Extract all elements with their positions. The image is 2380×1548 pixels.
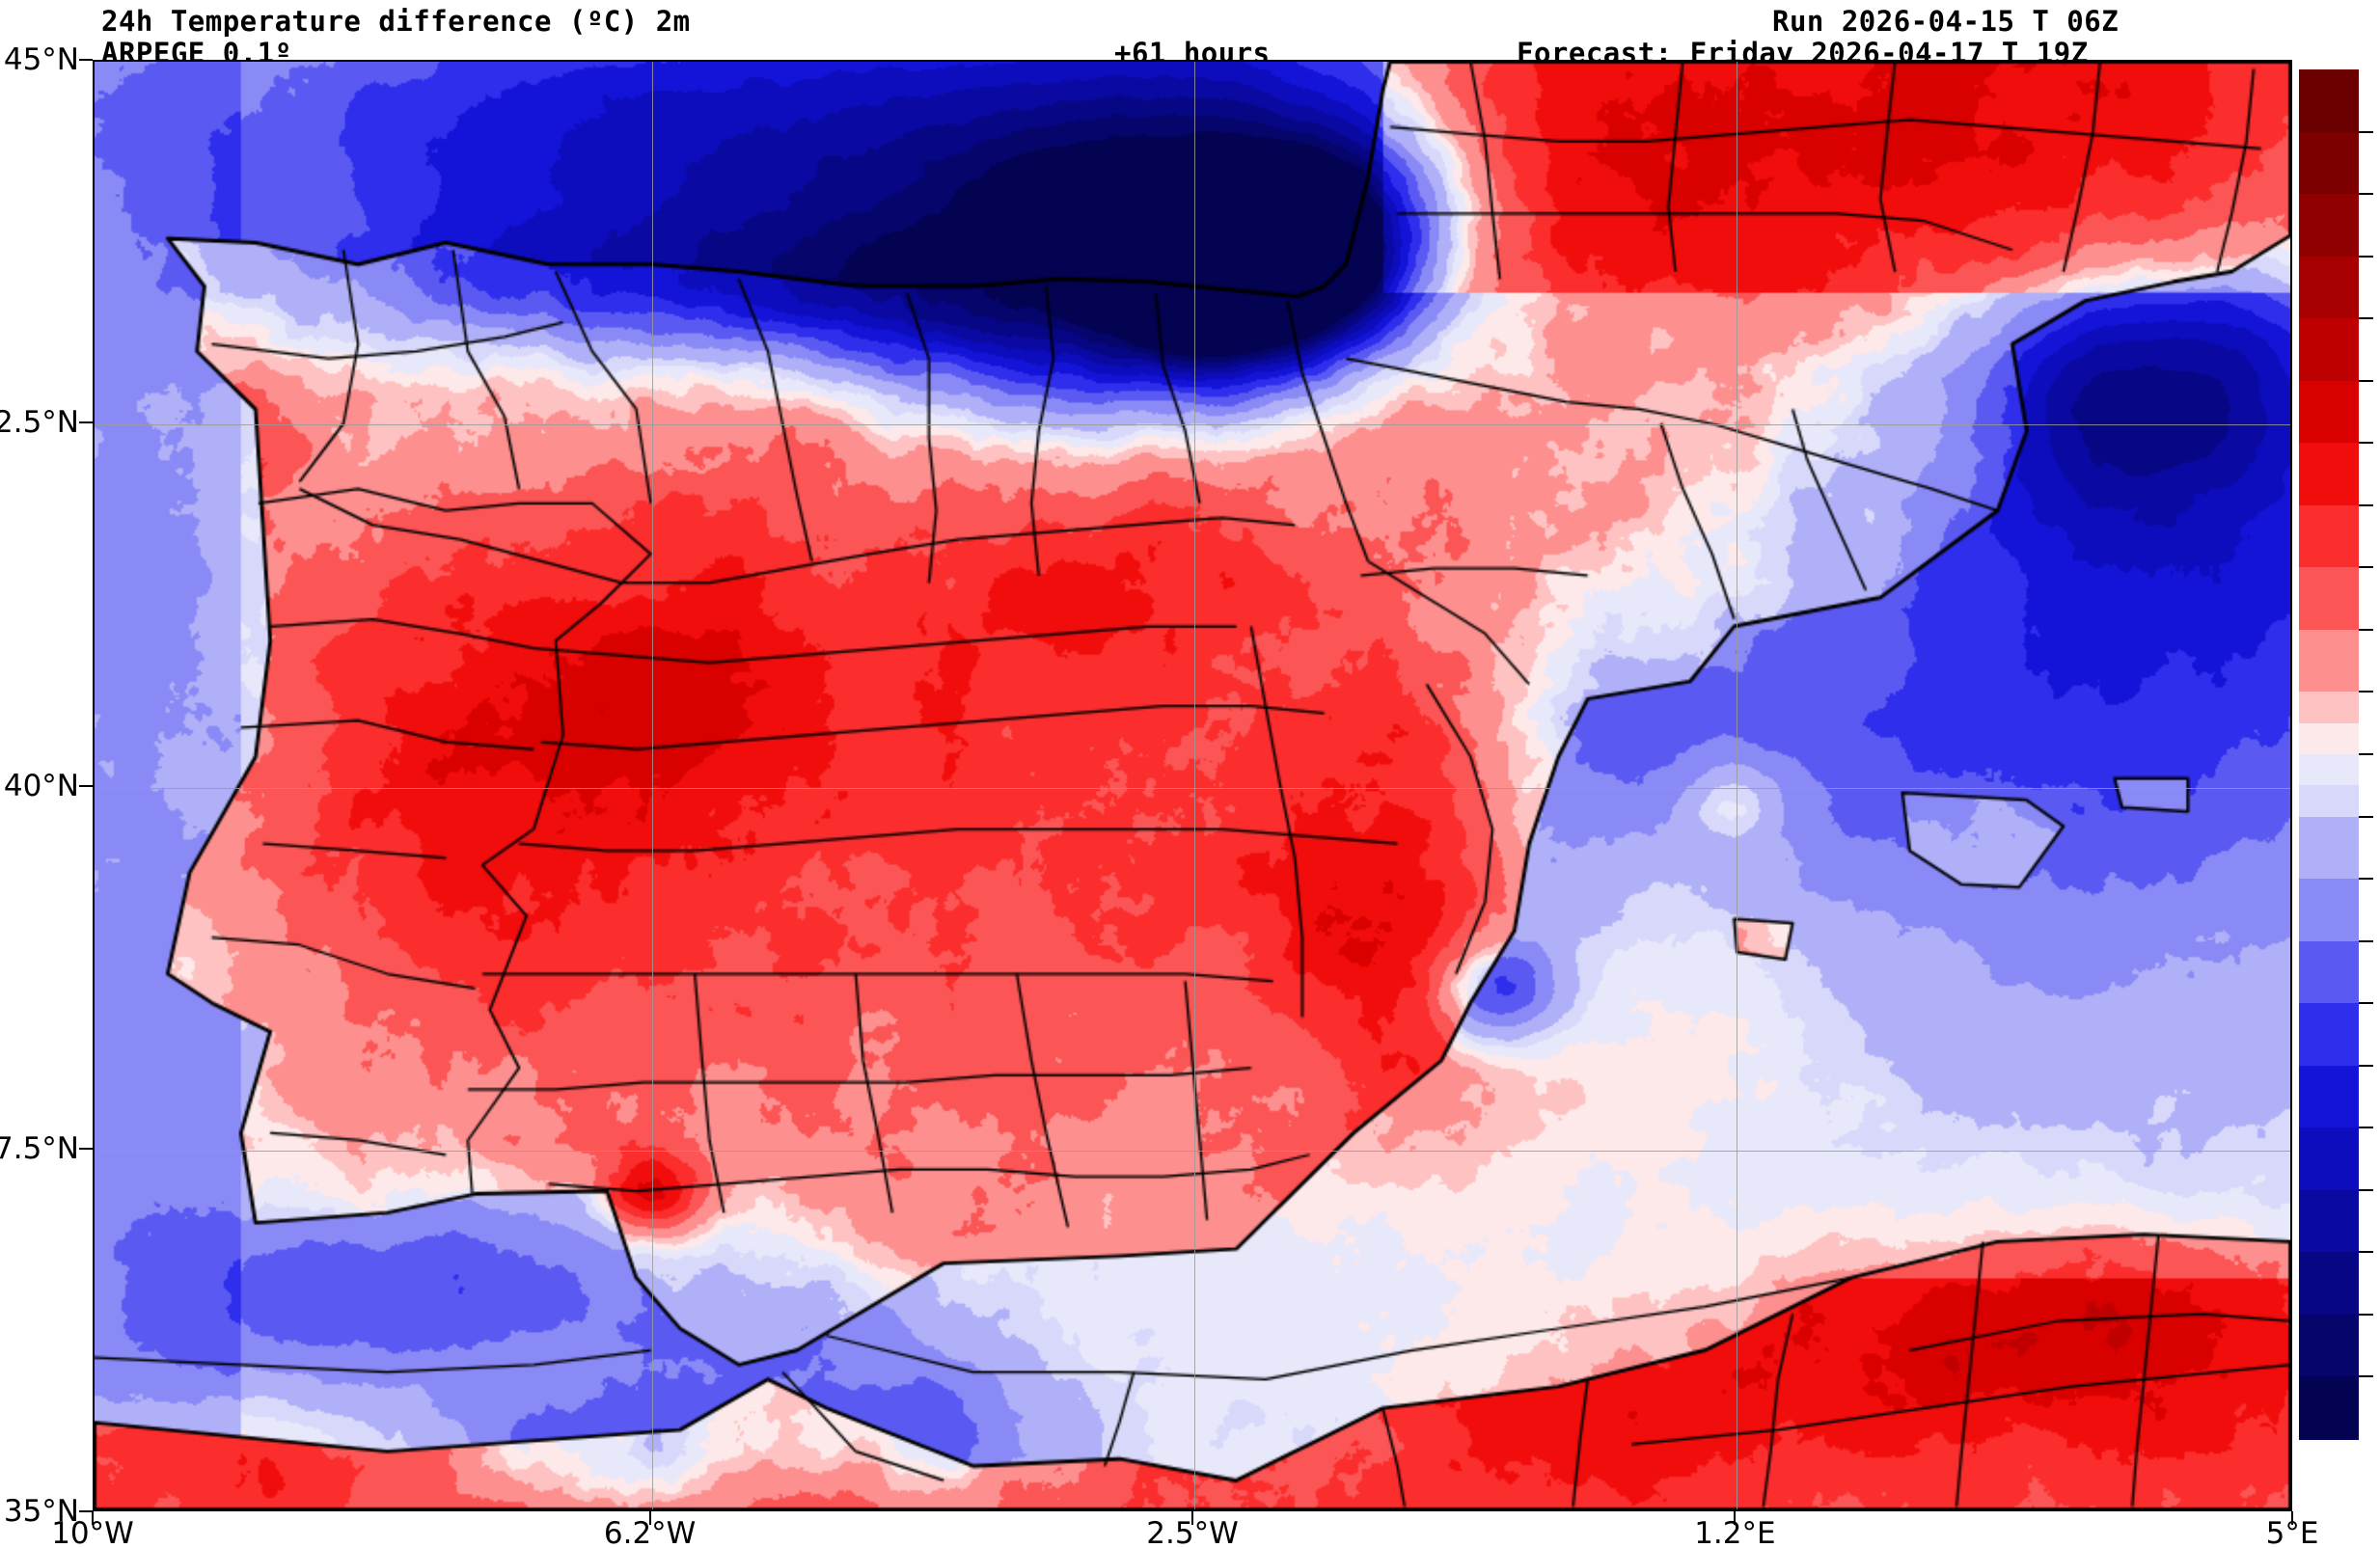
- x-tickmark: [92, 1511, 94, 1525]
- colorbar-segment-20: [2299, 1189, 2359, 1253]
- colorbar-tickmark: [2359, 130, 2373, 133]
- colorbar-tickmark: [2359, 878, 2373, 881]
- colorbar-segment-17: [2299, 1003, 2359, 1067]
- colorbar-segment-14: [2299, 816, 2359, 880]
- colorbar-segment-3: [2299, 256, 2359, 319]
- colorbar-segment-23: [2299, 1376, 2359, 1440]
- y-tick-label-4: 35°N: [3, 1494, 79, 1529]
- colorbar-tickmark: [2359, 1002, 2373, 1005]
- y-tick-label-3: 37.5°N: [0, 1130, 79, 1166]
- y-tick-label-1: 42.5°N: [0, 405, 79, 441]
- colorbar-segment-5: [2299, 380, 2359, 444]
- colorbar-segment-2: [2299, 194, 2359, 258]
- colorbar-tickmark: [2359, 1188, 2373, 1191]
- graticule-meridian: [651, 62, 653, 1509]
- graticule-parallel: [95, 1150, 2290, 1152]
- colorbar-tickmark: [2359, 503, 2373, 506]
- colorbar-tickmark: [2359, 442, 2373, 445]
- colorbar-tickmark: [2359, 1064, 2373, 1067]
- colorbar-segment-8: [2299, 567, 2359, 631]
- colorbar-segment-22: [2299, 1314, 2359, 1378]
- colorbar-tickmark: [2359, 939, 2373, 942]
- y-tickmark: [79, 59, 93, 61]
- x-tickmark: [1191, 1511, 1193, 1525]
- colorbar-tickmark: [2359, 1127, 2373, 1129]
- colorbar-tickmark: [2359, 1313, 2373, 1316]
- colorbar-segment-7: [2299, 504, 2359, 568]
- x-tickmark: [2291, 1511, 2293, 1525]
- x-tick-label-4: 5°E: [2265, 1516, 2319, 1548]
- colorbar-segment-19: [2299, 1127, 2359, 1191]
- colorbar-tickmark: [2359, 193, 2373, 196]
- colorbar-tickmark: [2359, 566, 2373, 569]
- x-tick-label-1: 6.2°W: [603, 1516, 697, 1548]
- colorbar-tickmark: [2359, 753, 2373, 755]
- x-tickmark: [648, 1511, 651, 1525]
- graticule-parallel: [95, 424, 2290, 426]
- y-tickmark: [79, 1147, 93, 1150]
- y-tickmark: [79, 1510, 93, 1512]
- colorbar-tickmark: [2359, 815, 2373, 818]
- temperature-difference-field: [95, 62, 2290, 1509]
- y-tick-label-0: 45°N: [3, 42, 79, 77]
- colorbar-tickmark: [2359, 1375, 2373, 1378]
- x-tickmark: [1734, 1511, 1737, 1525]
- graticule-meridian: [1194, 62, 1195, 1509]
- colorbar-segment-0: [2299, 69, 2359, 133]
- colorbar-segment-6: [2299, 443, 2359, 506]
- y-tick-label-2: 40°N: [3, 768, 79, 803]
- colorbar-segment-4: [2299, 318, 2359, 382]
- x-tick-label-0: 10°W: [51, 1516, 134, 1548]
- y-tickmark: [79, 421, 93, 424]
- colorbar-segment-16: [2299, 940, 2359, 1004]
- map-plot-area: [93, 60, 2292, 1511]
- chart-title: 24h Temperature difference (ºC) 2m: [101, 5, 691, 38]
- graticule-parallel: [95, 787, 2290, 789]
- colorbar-segment-15: [2299, 879, 2359, 942]
- colorbar-segment-18: [2299, 1065, 2359, 1128]
- x-tick-label-2: 2.5°W: [1146, 1516, 1239, 1548]
- colorbar-segment-9: [2299, 629, 2359, 693]
- colorbar-tickmark: [2359, 628, 2373, 631]
- colorbar-tickmark: [2359, 255, 2373, 258]
- colorbar-segment-21: [2299, 1252, 2359, 1316]
- colorbar-segment-11: [2299, 722, 2359, 755]
- y-tickmark: [79, 784, 93, 787]
- colorbar-tickmark: [2359, 691, 2373, 693]
- run-timestamp-label: Run 2026-04-15 T 06Z: [1772, 5, 2120, 38]
- x-tick-label-3: 1.2°E: [1694, 1516, 1776, 1548]
- colorbar-tickmark: [2359, 1251, 2373, 1254]
- colorbar-tickmark: [2359, 379, 2373, 382]
- colorbar-segment-10: [2299, 692, 2359, 724]
- colorbar-segment-12: [2299, 754, 2359, 786]
- colorbar-segment-13: [2299, 785, 2359, 818]
- colorbar-tickmark: [2359, 317, 2373, 320]
- colorbar-segment-1: [2299, 131, 2359, 195]
- colorbar-gradient: [2299, 69, 2359, 1440]
- colorbar: 109876543210−1−2−3−4−5−6−7−8−9−10: [2299, 69, 2373, 1440]
